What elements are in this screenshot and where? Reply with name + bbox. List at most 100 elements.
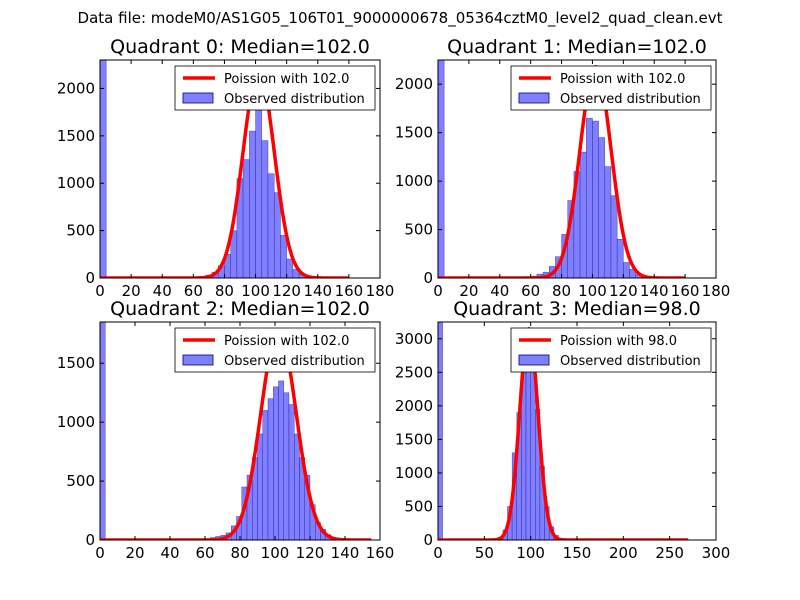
x-tick-label: 80 (552, 282, 571, 300)
x-tick-label: 100 (516, 544, 545, 562)
legend-label-poisson: Poission with 102.0 (224, 334, 349, 349)
x-tick-label: 100 (241, 282, 270, 300)
histogram-bar (586, 117, 593, 278)
histogram-bar (257, 433, 263, 540)
panel-title: Quadrant 0: Median=102.0 (110, 36, 370, 58)
y-tick-label: 1000 (395, 464, 433, 482)
y-tick-label: 1500 (57, 127, 95, 145)
histogram-bar (598, 137, 606, 278)
legend: Poission with 102.0 Observed distribution (174, 327, 376, 373)
quadrant-1-panel: 0 20 40 60 80 100 120 140 160 180 0 500 1000 1500 2000… (395, 36, 731, 300)
x-tick-label: 60 (521, 282, 540, 300)
histogram-bar (262, 410, 269, 540)
x-tick-label: 40 (160, 544, 179, 562)
histogram-bar (616, 238, 624, 278)
x-tick-label: 80 (230, 544, 249, 562)
y-tick-label: 1000 (395, 172, 433, 190)
legend: Poission with 102.0 Observed distribution (174, 65, 376, 111)
y-tick-label: 0 (423, 269, 433, 287)
x-tick-label: 160 (335, 282, 364, 300)
y-tick-label: 0 (85, 531, 95, 549)
histogram-bar (249, 130, 256, 278)
legend-label-observed: Observed distribution (224, 92, 365, 107)
histogram-bar (100, 60, 107, 278)
x-tick-label: 250 (655, 544, 684, 562)
y-tick-label: 0 (85, 269, 95, 287)
legend-bar-swatch (518, 354, 550, 366)
poisson-curve (100, 69, 350, 278)
figure-title: Data file: modeM0/AS1G05_106T01_90000006… (77, 9, 723, 27)
poisson-curve (100, 328, 373, 540)
plot-frame (437, 59, 717, 279)
x-tick-label: 120 (272, 282, 301, 300)
x-tick-label: 300 (702, 544, 731, 562)
histogram-bar (592, 120, 599, 278)
y-tick-label: 500 (66, 472, 95, 490)
histogram-bar (255, 107, 263, 278)
y-tick-label: 1500 (57, 354, 95, 372)
histogram-bar (294, 433, 300, 540)
x-tick-label: 120 (296, 544, 325, 562)
plot-frame (99, 59, 381, 279)
histogram-bar (273, 386, 279, 540)
y-tick-label: 1500 (395, 124, 433, 142)
legend-bar-swatch (182, 92, 214, 104)
histogram-bar (100, 322, 106, 540)
histogram-bar (438, 322, 443, 540)
histogram-bar (242, 159, 250, 278)
x-tick-label: 140 (640, 282, 669, 300)
histogram-bar (610, 195, 618, 278)
histogram-bar (286, 258, 294, 278)
x-tick-label: 0 (433, 282, 443, 300)
x-tick-label: 0 (433, 544, 443, 562)
quadrant-0-panel: 0 20 40 60 80 100 120 140 160 180 0 500 1000 1500 2000… (57, 36, 395, 300)
y-tick-label: 2000 (57, 79, 95, 97)
legend-label-poisson: Poission with 102.0 (224, 72, 349, 87)
legend-label-poisson: Poission with 98.0 (560, 334, 677, 349)
histogram-bar (273, 192, 281, 278)
x-tick-label: 100 (261, 544, 290, 562)
histogram-bar (267, 398, 274, 540)
x-tick-label: 140 (331, 544, 360, 562)
x-tick-label: 50 (475, 544, 494, 562)
x-tick-label: 140 (303, 282, 332, 300)
histogram-bar (283, 392, 290, 540)
y-tick-label: 500 (404, 221, 433, 239)
panel-title: Quadrant 2: Median=102.0 (110, 298, 370, 320)
quadrant-1-histogram (438, 60, 649, 278)
histogram-bar (579, 151, 587, 278)
histogram-bar (267, 173, 275, 278)
x-tick-label: 20 (122, 282, 141, 300)
legend-label-observed: Observed distribution (560, 92, 701, 107)
legend-label-poisson: Poission with 102.0 (560, 72, 685, 87)
histogram-bar (438, 60, 445, 278)
histogram-bar (623, 262, 630, 278)
x-tick-label: 0 (95, 282, 105, 300)
y-tick-label: 2000 (395, 397, 433, 415)
x-tick-label: 150 (563, 544, 592, 562)
y-tick-label: 500 (404, 497, 433, 515)
histogram-bar (278, 380, 284, 540)
legend-label-observed: Observed distribution (224, 354, 365, 369)
y-tick-label: 3000 (395, 330, 433, 348)
histogram-bar (261, 140, 269, 278)
x-tick-label: 40 (153, 282, 172, 300)
histogram-bar (292, 269, 300, 278)
x-tick-label: 120 (609, 282, 638, 300)
histogram-bar (288, 404, 295, 540)
x-tick-label: 20 (459, 282, 478, 300)
x-tick-label: 100 (578, 282, 607, 300)
poisson-curve (438, 65, 687, 278)
histogram-bar (280, 235, 287, 278)
x-tick-label: 40 (490, 282, 509, 300)
y-tick-label: 2000 (395, 75, 433, 93)
legend-bar-swatch (182, 354, 214, 366)
legend-bar-swatch (518, 92, 550, 104)
quadrant-0-histogram (100, 60, 319, 278)
y-tick-label: 2500 (395, 363, 433, 381)
legend-label-observed: Observed distribution (560, 354, 701, 369)
x-tick-label: 60 (184, 282, 203, 300)
quadrant-2-panel: 0 20 40 60 80 100 120 140 160 0 500 1000 1500 Quadran… (57, 298, 395, 562)
panel-title: Quadrant 3: Median=98.0 (453, 298, 701, 320)
x-tick-label: 20 (125, 544, 144, 562)
